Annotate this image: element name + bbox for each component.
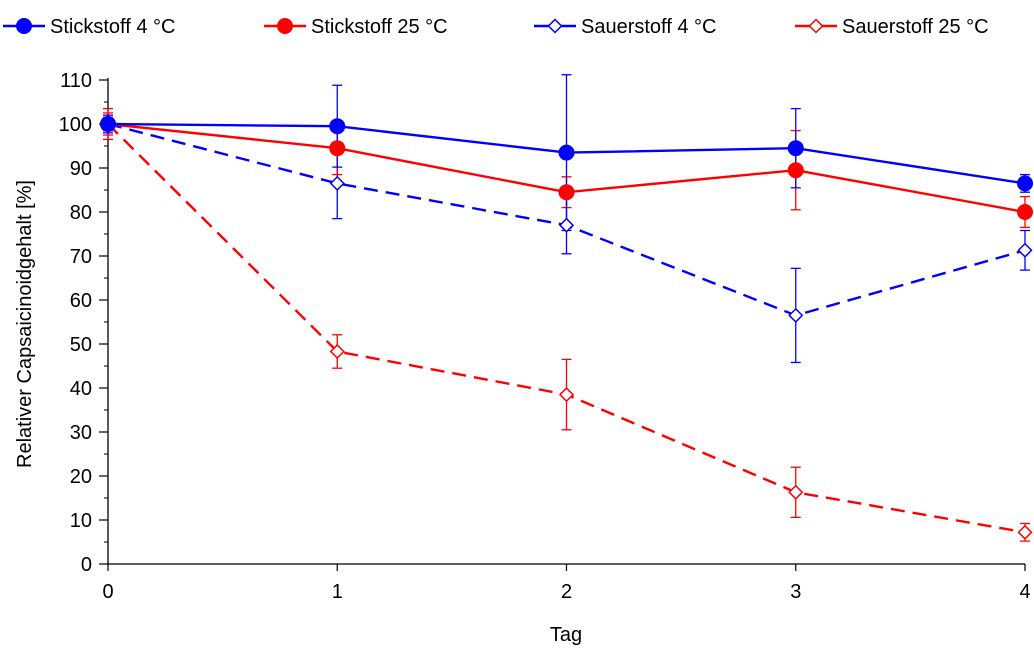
data-point xyxy=(787,140,804,157)
legend-marker xyxy=(16,18,32,34)
y-tick-label: 70 xyxy=(70,246,92,268)
data-point xyxy=(329,118,346,135)
data-point xyxy=(329,343,345,360)
x-tick-label: 2 xyxy=(561,581,572,603)
y-tick-label: 30 xyxy=(70,422,92,444)
x-tick-label: 1 xyxy=(332,581,343,603)
y-tick-label: 50 xyxy=(70,334,92,356)
data-point xyxy=(1017,242,1033,258)
y-tick-label: 90 xyxy=(70,158,92,180)
data-point xyxy=(558,184,575,201)
data-point xyxy=(329,140,346,157)
y-tick-label: 60 xyxy=(70,290,92,312)
y-tick-label: 10 xyxy=(70,510,92,532)
legend-marker xyxy=(277,18,293,34)
legend-label: Stickstoff 4 °C xyxy=(50,16,175,38)
y-tick-label: 40 xyxy=(70,378,92,400)
legend-label: Sauerstoff 25 °C xyxy=(842,16,989,38)
data-point xyxy=(788,484,804,500)
data-point xyxy=(558,217,575,233)
y-tick-label: 20 xyxy=(70,466,92,488)
legend: Stickstoff 4 °C Stickstoff 25 °C Sauerstof… xyxy=(3,16,989,38)
legend-label: Stickstoff 25 °C xyxy=(311,16,448,38)
y-tick-label: 80 xyxy=(70,202,92,224)
x-tick-label: 3 xyxy=(790,581,801,603)
data-point xyxy=(558,144,575,161)
axes: 0 10 20 30 40 50 60 70 80 90 100 110 0 1 2 3 4 xyxy=(59,70,1031,603)
data-point xyxy=(1017,524,1033,540)
data-point xyxy=(329,175,345,191)
y-tick-label: 0 xyxy=(81,554,92,576)
y-tick-label: 100 xyxy=(59,114,92,136)
data-point xyxy=(788,307,804,323)
y-axis-title: Relativer Capsaicinoidgehalt [%] xyxy=(14,180,36,468)
legend-marker xyxy=(547,18,563,34)
x-tick-label: 0 xyxy=(102,581,113,603)
data-point xyxy=(787,162,804,179)
legend-label: Sauerstoff 4 °C xyxy=(581,16,716,38)
data-point xyxy=(558,387,575,403)
series-markers xyxy=(100,116,1033,540)
data-point xyxy=(100,116,116,132)
y-tick-label: 110 xyxy=(60,70,92,92)
data-point xyxy=(1017,175,1033,192)
x-tick-label: 4 xyxy=(1019,581,1030,603)
x-axis-title: Tag xyxy=(550,624,582,646)
legend-marker xyxy=(808,18,824,34)
data-point xyxy=(1017,204,1033,220)
